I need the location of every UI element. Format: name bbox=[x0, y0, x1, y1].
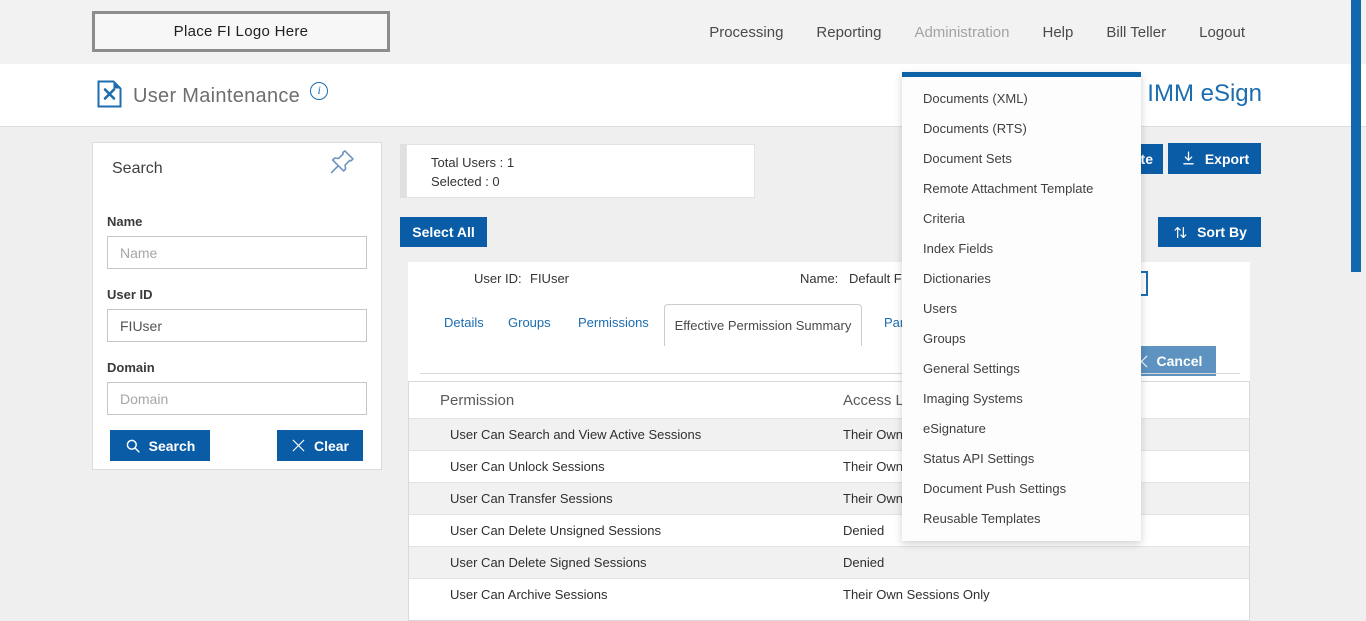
menu-item-document-push-settings[interactable]: Document Push Settings bbox=[923, 480, 1067, 496]
search-button[interactable]: Search bbox=[110, 430, 210, 461]
tab-permissions[interactable]: Permissions bbox=[578, 315, 649, 330]
search-panel bbox=[92, 142, 382, 470]
name-field-label: Name: bbox=[800, 271, 839, 286]
main-nav: Processing Reporting Administration Help… bbox=[709, 0, 1245, 64]
menu-item-document-sets[interactable]: Document Sets bbox=[923, 150, 1012, 166]
menu-item-groups[interactable]: Groups bbox=[923, 330, 966, 346]
sort-by-label: Sort By bbox=[1197, 224, 1247, 240]
export-button[interactable]: Export bbox=[1168, 143, 1261, 174]
fi-logo-placeholder: Place FI Logo Here bbox=[92, 11, 390, 52]
user-card-tabs: Details Groups Permissions Effective Per… bbox=[408, 304, 1250, 346]
select-all-label: Select All bbox=[412, 224, 475, 240]
cancel-label: Cancel bbox=[1156, 353, 1203, 369]
page-title-group: User Maintenance i bbox=[96, 80, 329, 113]
permission-cell: User Can Transfer Sessions bbox=[450, 491, 613, 506]
export-label: Export bbox=[1204, 150, 1250, 167]
select-all-button[interactable]: Select All bbox=[400, 217, 487, 247]
menu-item-users[interactable]: Users bbox=[923, 300, 957, 316]
totals-left-strip bbox=[400, 144, 406, 198]
selected-count: Selected : 0 bbox=[431, 174, 500, 189]
tab-part-truncated[interactable]: Part bbox=[884, 315, 908, 330]
menu-item-documents-xml[interactable]: Documents (XML) bbox=[923, 90, 1028, 106]
search-panel-title: Search bbox=[112, 160, 163, 177]
info-icon[interactable]: i bbox=[310, 81, 329, 100]
sort-by-button[interactable]: Sort By bbox=[1158, 217, 1261, 247]
table-row[interactable]: User Can Archive Sessions Their Own Sess… bbox=[409, 578, 1249, 610]
dropdown-items: Documents (XML) Documents (RTS) Document… bbox=[902, 77, 1141, 541]
nav-processing[interactable]: Processing bbox=[709, 23, 784, 41]
clear-button-label: Clear bbox=[313, 437, 350, 454]
col-permission: Permission bbox=[440, 391, 515, 409]
nav-logout[interactable]: Logout bbox=[1199, 23, 1245, 41]
table-row[interactable]: User Can Delete Unsigned Sessions Denied bbox=[409, 514, 1249, 546]
menu-item-status-api-settings[interactable]: Status API Settings bbox=[923, 450, 1035, 466]
sort-arrows-icon bbox=[1174, 226, 1187, 238]
clear-x-icon bbox=[292, 439, 305, 452]
download-icon bbox=[1183, 151, 1194, 165]
menu-item-criteria[interactable]: Criteria bbox=[923, 210, 965, 226]
user-maintenance-doc-icon bbox=[96, 80, 123, 113]
permissions-table: Permission Access Level User Can Search … bbox=[408, 381, 1250, 621]
vertical-scrollbar-thumb[interactable] bbox=[1351, 0, 1361, 272]
search-icon bbox=[126, 439, 140, 453]
permission-cell: User Can Search and View Active Sessions bbox=[450, 427, 702, 442]
total-users-count: Total Users : 1 bbox=[431, 155, 515, 170]
menu-item-index-fields[interactable]: Index Fields bbox=[923, 240, 994, 256]
search-button-label: Search bbox=[148, 437, 196, 454]
tab-groups[interactable]: Groups bbox=[508, 315, 551, 330]
pin-icon[interactable] bbox=[328, 148, 356, 183]
menu-item-remote-attachment-template[interactable]: Remote Attachment Template bbox=[923, 180, 1094, 196]
menu-item-dictionaries[interactable]: Dictionaries bbox=[923, 270, 991, 286]
totals-box: Total Users : 1 Selected : 0 bbox=[406, 144, 755, 198]
menu-item-esignature[interactable]: eSignature bbox=[923, 420, 986, 436]
nav-help[interactable]: Help bbox=[1042, 23, 1074, 41]
permission-cell: User Can Unlock Sessions bbox=[450, 459, 605, 474]
clear-button[interactable]: Clear bbox=[277, 430, 363, 461]
name-input[interactable] bbox=[107, 236, 367, 269]
access-cell: Their Own Sessions Only bbox=[843, 587, 990, 602]
user-id-label: User ID bbox=[107, 287, 153, 302]
permission-cell: User Can Delete Unsigned Sessions bbox=[450, 523, 661, 538]
page-title: User Maintenance bbox=[133, 85, 301, 107]
user-id-input[interactable] bbox=[107, 309, 367, 342]
permission-cell: User Can Archive Sessions bbox=[450, 587, 608, 602]
menu-item-general-settings[interactable]: General Settings bbox=[923, 360, 1020, 376]
name-label: Name bbox=[107, 214, 143, 229]
menu-item-documents-rts[interactable]: Documents (RTS) bbox=[923, 120, 1027, 136]
fi-logo-text: Place FI Logo Here bbox=[173, 23, 309, 40]
permission-cell: User Can Delete Signed Sessions bbox=[450, 555, 647, 570]
nav-reporting[interactable]: Reporting bbox=[816, 23, 882, 41]
domain-label: Domain bbox=[107, 360, 155, 375]
table-row[interactable]: User Can Delete Signed Sessions Denied bbox=[409, 546, 1249, 578]
domain-input[interactable] bbox=[107, 382, 367, 415]
access-cell: Denied bbox=[843, 523, 885, 538]
tab-effective-permission-summary[interactable]: Effective Permission Summary bbox=[664, 304, 862, 346]
menu-item-imaging-systems[interactable]: Imaging Systems bbox=[923, 390, 1023, 406]
tab-effective-permission-summary-label: Effective Permission Summary bbox=[674, 318, 852, 333]
nav-administration[interactable]: Administration bbox=[914, 23, 1010, 41]
brand-imm-esign: IMM eSign bbox=[1147, 80, 1262, 107]
administration-dropdown-menu: Documents (XML) Documents (RTS) Document… bbox=[902, 72, 1141, 541]
nav-user-bill-teller[interactable]: Bill Teller bbox=[1106, 23, 1167, 41]
user-id-field-value: FIUser bbox=[530, 271, 569, 286]
tab-details[interactable]: Details bbox=[444, 315, 484, 330]
user-id-field-label: User ID: bbox=[474, 271, 522, 286]
tab-content-divider bbox=[420, 373, 1240, 374]
menu-item-reusable-templates[interactable]: Reusable Templates bbox=[923, 510, 1041, 526]
dropdown-accent-bar bbox=[902, 72, 1141, 77]
access-cell: Denied bbox=[843, 555, 885, 570]
